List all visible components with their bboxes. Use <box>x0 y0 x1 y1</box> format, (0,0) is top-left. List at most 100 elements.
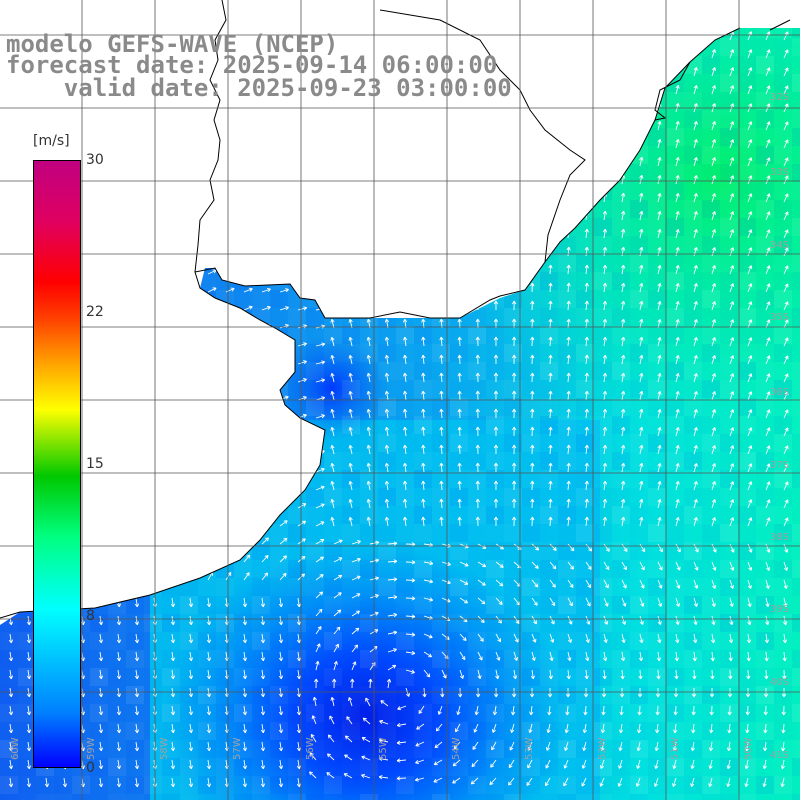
wind-arrow <box>566 120 571 131</box>
wind-arrow <box>315 234 326 239</box>
grid-cell <box>144 452 162 470</box>
grid-cell <box>162 542 180 560</box>
wind-arrow <box>495 669 500 680</box>
wind-arrow <box>99 286 108 293</box>
wind-arrow <box>693 319 698 329</box>
grid-cell <box>252 128 270 146</box>
wind-arrow <box>278 723 284 734</box>
grid-cell <box>468 398 486 416</box>
wind-arrow <box>414 777 425 782</box>
wind-arrow <box>530 390 535 401</box>
wind-arrow <box>657 579 663 589</box>
wind-arrow <box>693 517 698 527</box>
wind-arrow <box>170 705 176 716</box>
wind-arrow <box>584 192 589 203</box>
wind-arrow <box>81 571 87 581</box>
wind-arrow <box>99 143 109 149</box>
grid-cell <box>252 380 270 398</box>
grid-cell <box>558 794 576 800</box>
grid-cell <box>342 200 360 218</box>
grid-cell <box>702 560 720 578</box>
grid-cell <box>0 164 18 182</box>
grid-cell <box>270 776 288 794</box>
grid-cell <box>774 416 792 434</box>
wind-arrow <box>783 247 789 257</box>
grid-cell <box>774 560 792 578</box>
grid-cell <box>144 434 162 452</box>
wind-arrow <box>657 444 662 455</box>
wind-arrow <box>423 579 434 584</box>
wind-arrow <box>531 543 540 551</box>
grid-cell <box>126 686 144 704</box>
grid-cell <box>666 794 684 800</box>
wind-arrow <box>566 444 571 455</box>
wind-arrow <box>297 306 308 311</box>
grid-cell <box>702 758 720 776</box>
grid-cell <box>216 560 234 578</box>
grid-cell <box>720 110 738 128</box>
wind-arrow <box>81 178 91 185</box>
grid-cell <box>378 560 396 578</box>
grid-cell <box>324 128 342 146</box>
wind-arrow <box>348 444 353 455</box>
grid-cell <box>612 92 630 110</box>
wind-arrow <box>747 247 753 257</box>
grid-cell <box>792 182 800 200</box>
grid-cell <box>504 200 522 218</box>
grid-cell <box>18 758 36 776</box>
grid-cell <box>720 452 738 470</box>
grid-cell <box>504 506 522 524</box>
wind-arrow <box>351 661 357 671</box>
wind-arrow <box>512 156 517 167</box>
grid-cell <box>540 776 558 794</box>
grid-cell <box>594 326 612 344</box>
grid-cell <box>468 362 486 380</box>
wind-arrow <box>545 759 551 769</box>
grid-cell <box>198 596 216 614</box>
wind-arrow <box>421 426 426 437</box>
wind-arrow <box>189 125 199 131</box>
grid-cell <box>306 668 324 686</box>
wind-arrow <box>279 252 289 257</box>
grid-cell <box>468 254 486 272</box>
grid-cell <box>558 776 576 794</box>
grid-cell <box>648 470 666 488</box>
wind-arrow <box>81 250 90 257</box>
wind-arrow <box>296 723 302 734</box>
wind-arrow <box>711 85 716 95</box>
wind-arrow <box>99 268 108 275</box>
grid-cell <box>288 596 306 614</box>
grid-cell <box>738 74 756 92</box>
grid-cell <box>270 254 288 272</box>
wind-arrow <box>657 156 662 167</box>
wind-arrow <box>639 228 644 239</box>
grid-cell <box>468 128 486 146</box>
grid-cell <box>684 92 702 110</box>
grid-cell <box>198 308 216 326</box>
grid-cell <box>666 632 684 650</box>
grid-cell <box>144 506 162 524</box>
wind-arrow <box>693 193 698 203</box>
grid-cell <box>594 650 612 668</box>
grid-cell <box>540 200 558 218</box>
wind-arrow <box>584 480 589 491</box>
wind-arrow <box>765 391 771 401</box>
wind-arrow <box>330 426 335 437</box>
grid-cell <box>576 650 594 668</box>
wind-arrow <box>639 282 644 293</box>
wind-arrow <box>279 341 289 347</box>
grid-cell <box>792 128 800 146</box>
wind-arrow <box>657 543 663 553</box>
grid-cell <box>252 272 270 290</box>
grid-cell <box>486 794 504 800</box>
wind-arrow <box>439 210 444 221</box>
grid-cell <box>630 650 648 668</box>
grid-cell <box>612 632 630 650</box>
wind-arrow <box>261 359 271 365</box>
wind-arrow <box>366 354 371 365</box>
grid-cell <box>792 326 800 344</box>
grid-cell <box>234 776 252 794</box>
grid-cell <box>108 668 126 686</box>
grid-cell <box>90 542 108 560</box>
grid-cell <box>342 146 360 164</box>
